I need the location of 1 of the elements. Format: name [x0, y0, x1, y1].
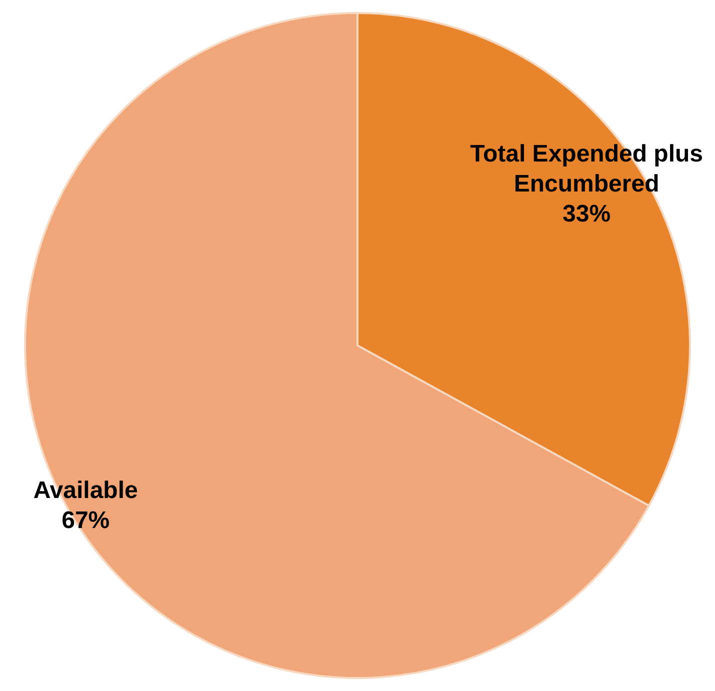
data-label: 33%: [562, 200, 611, 228]
